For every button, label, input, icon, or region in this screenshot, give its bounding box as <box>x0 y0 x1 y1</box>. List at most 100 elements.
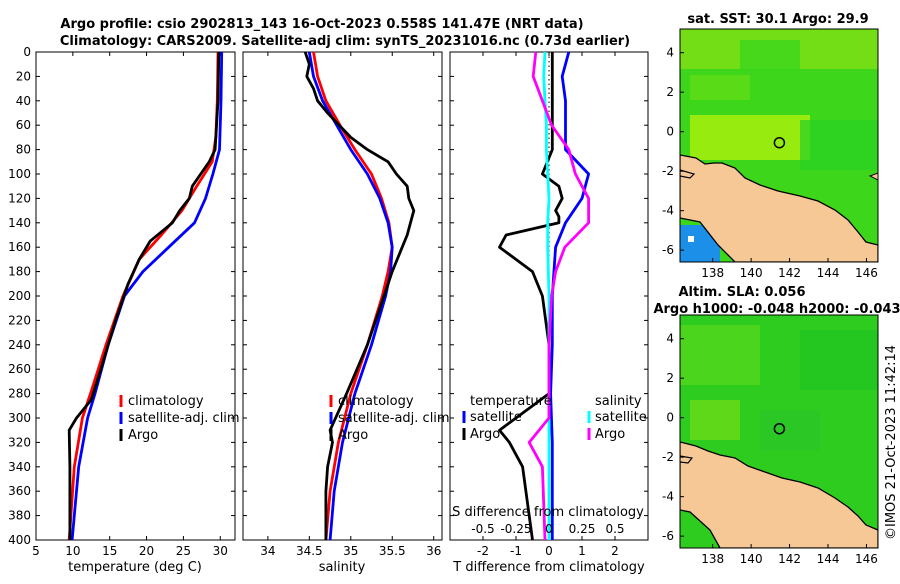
salinity-panel: 34 34.5 35 35.5 36 salinity climatology sate… <box>242 51 450 575</box>
y-tick-label: 2 <box>666 85 674 99</box>
series-temperature-satellite <box>549 51 590 540</box>
y-tick-label: 340 <box>8 460 31 474</box>
t-difference-xlabel: T difference from climatology <box>452 560 645 575</box>
sla-map-title-line-1: Altim. SLA: 0.056 <box>679 285 806 300</box>
x-tick-label: 10 <box>65 544 80 558</box>
y-tick-label: 0 <box>23 45 31 59</box>
temperature-legend: climatology satellite-adj. clim Argo <box>119 394 240 443</box>
x-tick-label: 144 <box>817 266 840 280</box>
s-difference-ticks: -0.5 -0.25 0 0.25 0.5 <box>471 522 624 536</box>
x-tick-label: 5 <box>32 544 40 558</box>
y-tick-label: 2 <box>666 371 674 385</box>
difference-legend: temperature satellite Argo salinity sate… <box>462 394 647 442</box>
temperature-xlabel: temperature (deg C) <box>68 560 202 575</box>
x-tick-label: 0 <box>545 544 553 558</box>
x-tick-label: 144 <box>817 552 840 566</box>
legend-salinity-satellite: satellite <box>595 410 647 425</box>
legend-temperature-argo: Argo <box>470 427 500 442</box>
series-satellite-adj-clim <box>307 51 394 541</box>
s-tick-label: 0 <box>545 522 553 536</box>
temperature-axis: 5 10 15 20 25 3002040608010012014016018020022… <box>8 45 235 558</box>
legend-climatology: climatology <box>338 394 414 409</box>
x-tick-label: 34 <box>260 544 275 558</box>
y-tick-label: 360 <box>8 484 31 498</box>
s-tick-label: 0.25 <box>569 522 596 536</box>
x-tick-label: 140 <box>740 266 763 280</box>
credit: ©IMOS 21-Oct-2023 11:42:14 <box>884 345 899 540</box>
sst-map-axis: 138 140 142 144 146 4 2 0 -2 -4 -6 <box>662 46 878 280</box>
y-tick-label: 60 <box>16 118 31 132</box>
s-difference-label: S difference from climatology <box>452 505 644 520</box>
x-tick-label: -2 <box>477 544 489 558</box>
sla-map: Altim. SLA: 0.056 Argo h1000: -0.048 h20… <box>653 285 900 566</box>
x-tick-label: -1 <box>510 544 522 558</box>
x-tick-label: 35.5 <box>379 544 406 558</box>
x-tick-label: 142 <box>778 552 801 566</box>
y-tick-label: 140 <box>8 216 31 230</box>
land-mass <box>680 154 878 262</box>
legend-temperature-satellite: satellite <box>470 410 522 425</box>
x-tick-label: 15 <box>102 544 117 558</box>
legend-satellite-adj-clim: satellite-adj. clim <box>128 411 240 426</box>
y-tick-label: 20 <box>16 69 31 83</box>
s-tick-label: -0.5 <box>471 522 494 536</box>
x-tick-label: 36 <box>426 544 441 558</box>
x-tick-label: 25 <box>176 544 191 558</box>
argo-position-marker <box>773 422 786 435</box>
legend-salinity-argo: Argo <box>595 427 625 442</box>
legend-satellite-adj-clim: satellite-adj. clim <box>338 411 450 426</box>
temperature-panel: 5 10 15 20 25 3002040608010012014016018020022… <box>8 45 240 575</box>
series-argo <box>303 51 416 540</box>
x-tick-label: 1 <box>578 544 586 558</box>
y-tick-label: 260 <box>8 362 31 376</box>
y-tick-label: 100 <box>8 167 31 181</box>
argo-position-marker <box>773 136 786 149</box>
x-tick-label: 146 <box>855 552 878 566</box>
salinity-axis: 34 34.5 35 35.5 36 <box>243 51 442 558</box>
y-tick-label: 4 <box>666 332 674 346</box>
temperature-lines <box>67 51 224 541</box>
title-line-1: Argo profile: csio 2902813_143 16-Oct-20… <box>60 17 583 32</box>
s-tick-label: 0.5 <box>605 522 624 536</box>
y-tick-label: 300 <box>8 411 31 425</box>
y-tick-label: 40 <box>16 94 31 108</box>
y-tick-label: 380 <box>8 509 31 523</box>
x-tick-label: 20 <box>139 544 154 558</box>
salinity-lines <box>303 51 416 541</box>
x-tick-label: 138 <box>701 552 724 566</box>
salinity-legend: climatology satellite-adj. clim Argo <box>329 394 450 443</box>
legend-climatology: climatology <box>128 394 204 409</box>
difference-axis: -2 -1 0 1 2 <box>450 51 648 558</box>
title-line-2: Climatology: CARS2009. Satellite-adj cli… <box>60 34 630 49</box>
series-salinity-argo <box>527 51 590 541</box>
difference-panel: -2 -1 0 1 2 T difference from climatology S … <box>449 51 649 575</box>
y-tick-label: 320 <box>8 435 31 449</box>
y-tick-label: -6 <box>662 529 674 543</box>
difference-lines <box>498 51 590 541</box>
y-tick-label: -2 <box>662 450 674 464</box>
y-tick-label: 0 <box>666 125 674 139</box>
x-tick-label: 2 <box>611 544 619 558</box>
x-tick-label: 138 <box>701 266 724 280</box>
sla-map-title-line-2: Argo h1000: -0.048 h2000: -0.043 <box>653 302 900 317</box>
y-tick-label: -4 <box>662 204 674 218</box>
legend-argo: Argo <box>128 428 158 443</box>
legend-temperature-title: temperature <box>470 394 552 409</box>
y-tick-label: 80 <box>16 143 31 157</box>
y-tick-label: 160 <box>8 240 31 254</box>
x-tick-label: 34.5 <box>296 544 323 558</box>
y-tick-label: 400 <box>8 533 31 547</box>
y-tick-label: 220 <box>8 313 31 327</box>
x-tick-label: 140 <box>740 552 763 566</box>
x-tick-label: 35 <box>343 544 358 558</box>
x-tick-label: 30 <box>213 544 228 558</box>
legend-argo: Argo <box>338 428 368 443</box>
y-tick-label: 240 <box>8 338 31 352</box>
sst-map-title: sat. SST: 30.1 Argo: 29.9 <box>687 12 868 27</box>
y-tick-label: 0 <box>666 411 674 425</box>
y-tick-label: 4 <box>666 46 674 60</box>
y-tick-label: -6 <box>662 243 674 257</box>
y-tick-label: -4 <box>662 490 674 504</box>
s-tick-label: -0.25 <box>500 522 531 536</box>
